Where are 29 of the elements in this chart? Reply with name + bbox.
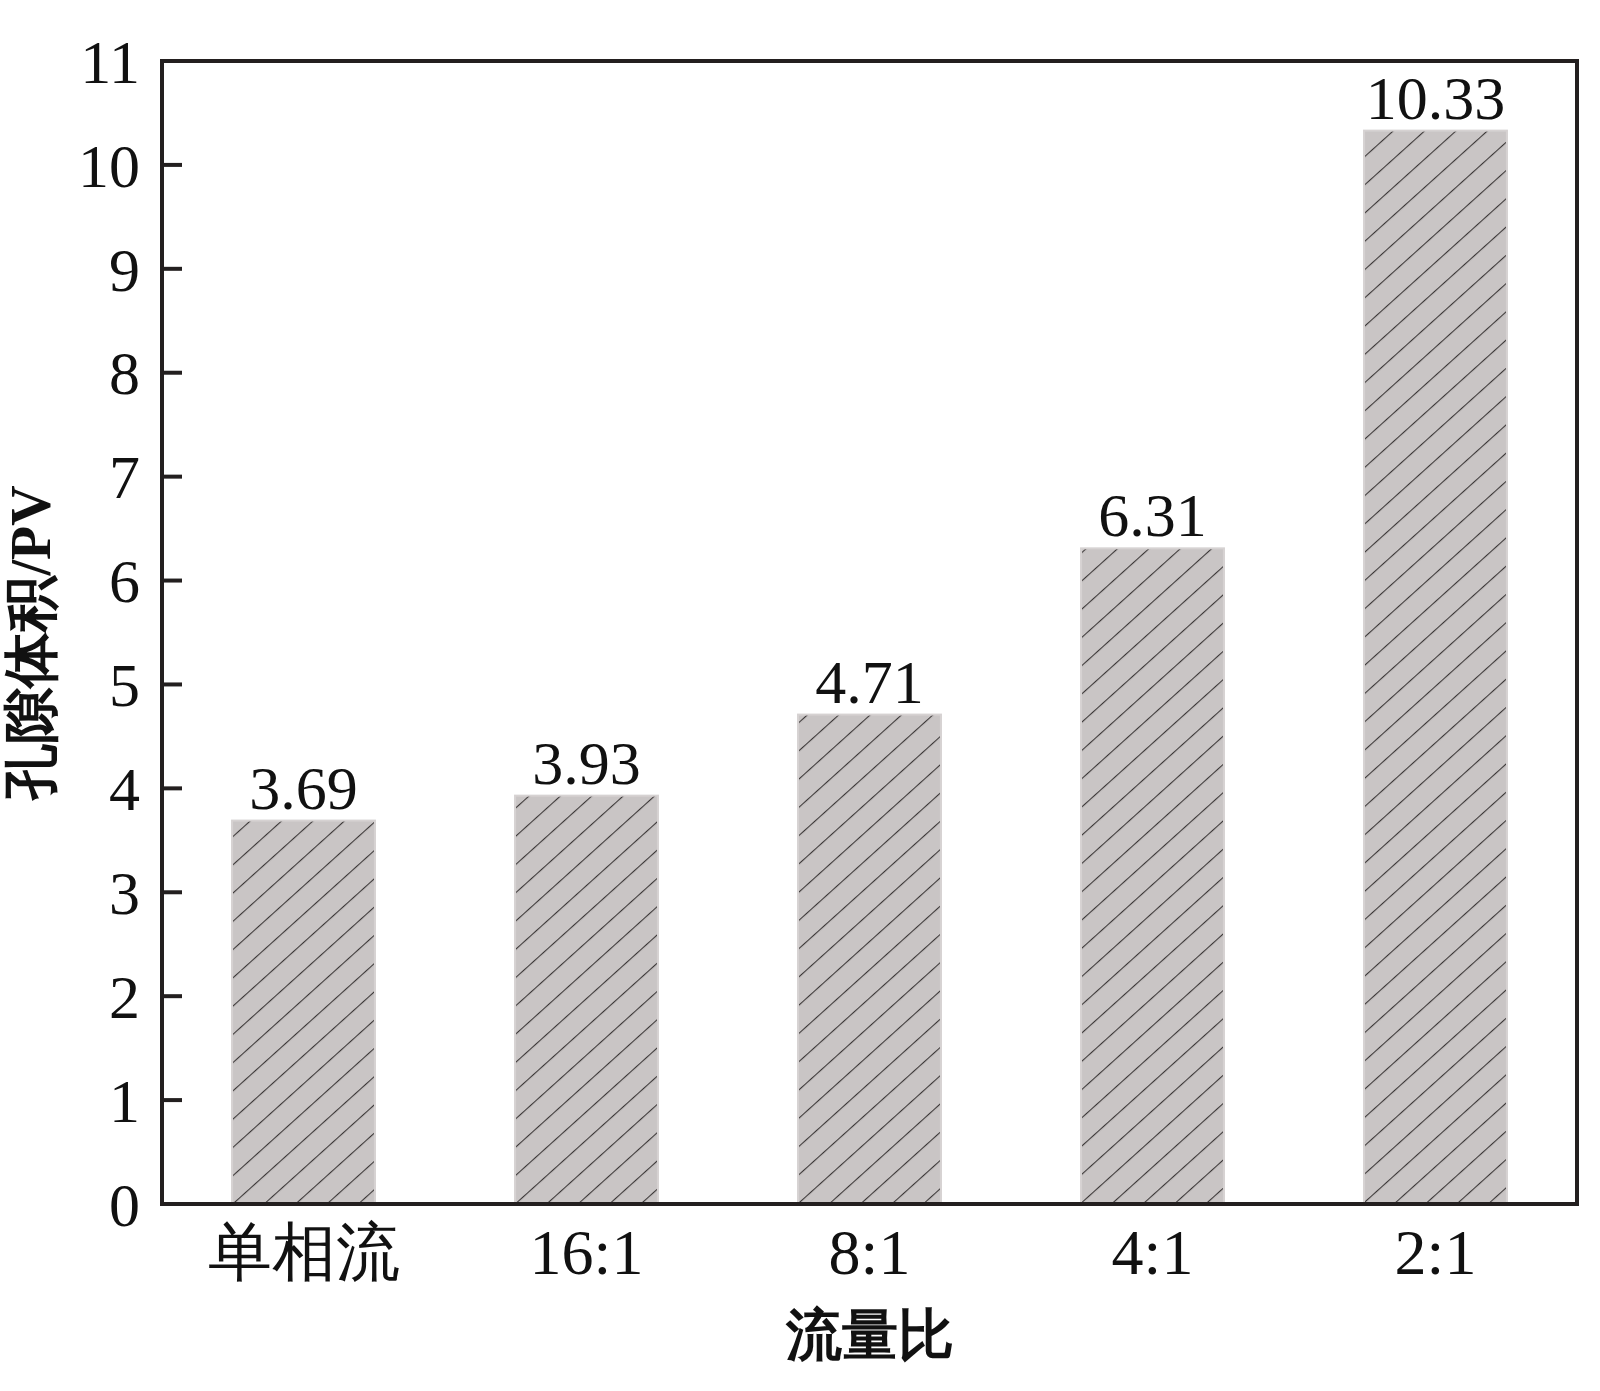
x-axis-title: 流量比 [784, 1304, 954, 1366]
y-tick-label: 3 [109, 858, 140, 927]
data-label: 3.69 [249, 753, 358, 822]
bar [514, 794, 659, 1205]
y-tick-label: 7 [109, 443, 140, 512]
x-tick-label: 4:1 [1111, 1217, 1194, 1288]
data-label: 3.93 [532, 728, 641, 797]
x-tick-label: 单相流 [207, 1217, 400, 1288]
x-tick-label: 16:1 [529, 1217, 644, 1288]
y-tick-label: 2 [109, 962, 140, 1031]
y-tick-label: 4 [109, 755, 140, 824]
y-tick-label: 1 [109, 1066, 140, 1135]
x-tick-label: 8:1 [828, 1217, 911, 1288]
data-label: 10.33 [1365, 63, 1506, 132]
bar [231, 819, 376, 1205]
y-tick-label: 11 [80, 27, 140, 96]
y-tick-label: 10 [78, 131, 140, 200]
y-tick-label: 9 [109, 235, 140, 304]
x-tick-label: 2:1 [1394, 1217, 1477, 1288]
y-axis-title: 孔隙体积/PV [0, 485, 62, 802]
bar [1080, 547, 1225, 1205]
y-tick-label: 0 [109, 1170, 140, 1239]
data-label: 4.71 [815, 647, 924, 716]
y-tick-label: 5 [109, 651, 140, 720]
y-tick-label: 6 [109, 547, 140, 616]
y-tick-label: 8 [109, 339, 140, 408]
bar [797, 713, 942, 1205]
data-label: 6.31 [1098, 481, 1207, 550]
bar [1363, 129, 1508, 1205]
